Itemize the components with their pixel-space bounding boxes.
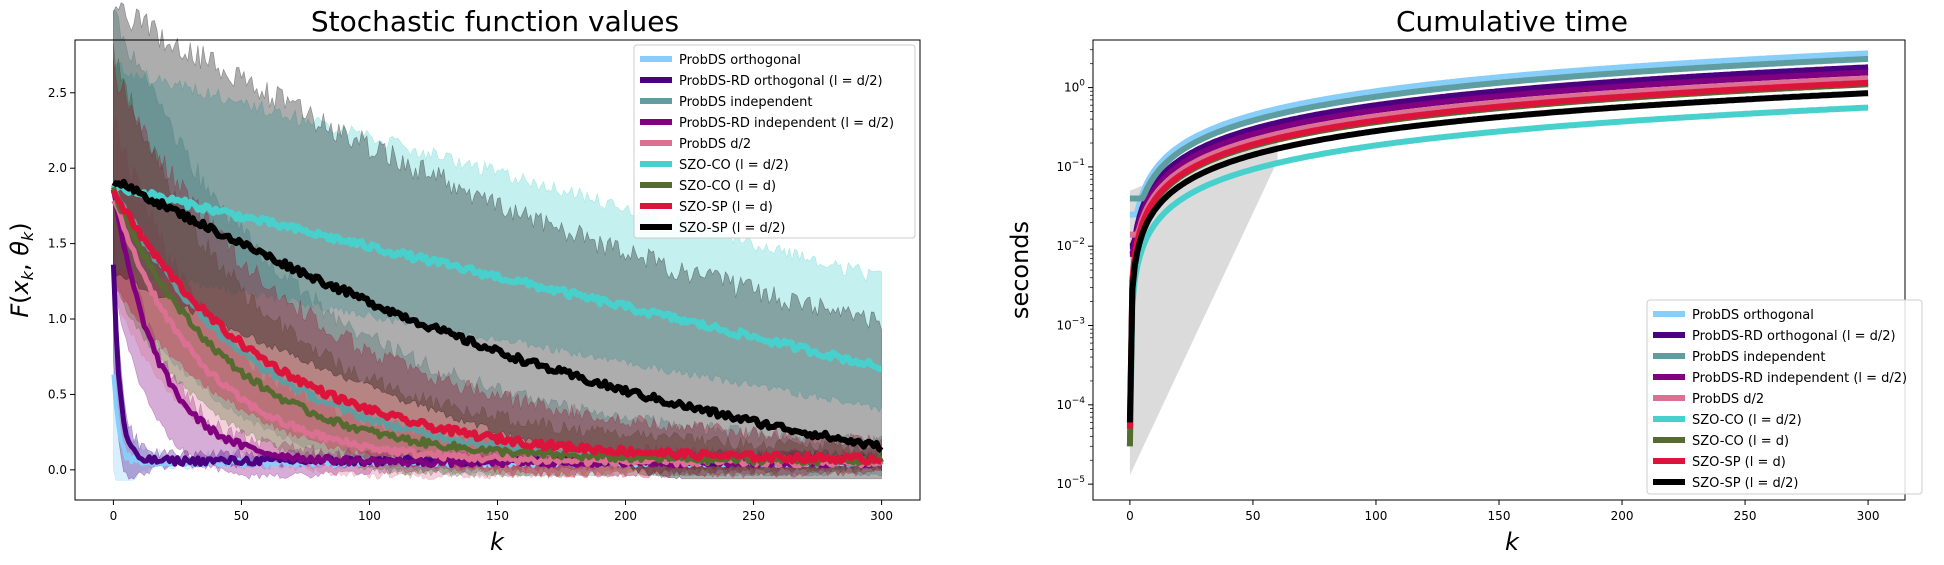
legend-label: SZO-SP (l = d) [679,200,773,215]
series-line-0 [1129,50,1869,218]
legend: ProbDS orthogonal ProbDS-RD orthogonal (l… [1646,299,1923,495]
x-tick-label: 300 [870,509,893,523]
y-tick-label: 0.0 [48,463,67,477]
x-axis-ticks: 0 50 100 150 200 250 300 [110,500,893,523]
legend-label: SZO-SP (l = d/2) [1692,476,1798,491]
y-tick-label: 10−2 [1056,237,1085,253]
legend-label: SZO-CO (l = d) [679,179,776,194]
series-line-3 [1129,69,1869,257]
series-line-6 [111,186,884,467]
legend-label: ProbDS-RD orthogonal (l = d/2) [1692,329,1896,344]
x-tick-label: 100 [358,509,381,523]
chart-title: Stochastic function values [311,5,679,38]
legend-label: ProbDS independent [679,95,812,110]
x-tick-label: 0 [110,509,118,523]
x-tick-label: 250 [1734,509,1757,523]
y-tick-label: 1.5 [48,237,67,251]
legend-label: ProbDS independent [1692,350,1825,365]
x-tick-label: 0 [1126,509,1134,523]
legend-label: SZO-CO (l = d) [1692,434,1789,449]
legend-label: ProbDS-RD independent (l = d/2) [679,116,894,131]
y-tick-label: 1.0 [48,312,67,326]
legend-label: ProbDS orthogonal [679,53,801,68]
x-axis-ticks: 0 50 100 150 200 250 300 [1126,500,1880,523]
y-axis-ticks: 10−5 10−4 10−3 10−2 10−1 100 [1056,49,1093,491]
legend-label: SZO-CO (l = d/2) [1692,413,1802,428]
legend: ProbDS orthogonal ProbDS-RD orthogonal (l… [633,44,916,239]
chart-title: Cumulative time [1396,5,1628,38]
y-tick-label: 10−1 [1056,158,1085,174]
x-tick-label: 300 [1857,509,1880,523]
chart-stochastic-function-values: Stochastic function values 0 50 100 150 200 2… [6,2,921,556]
x-tick-label: 100 [1365,509,1388,523]
x-tick-label: 50 [234,509,249,523]
x-tick-label: 200 [1611,509,1634,523]
x-tick-label: 150 [486,509,509,523]
x-tick-label: 200 [614,509,637,523]
legend-label: ProbDS d/2 [1692,392,1764,407]
y-tick-label: 10−3 [1056,317,1085,333]
legend-box [1646,299,1923,495]
y-axis-ticks: 0.0 0.5 1.0 1.5 2.0 2.5 [48,86,75,477]
band-3 [113,188,882,480]
y-axis-label: F(xk, θk) [6,222,37,317]
legend-box [633,44,916,239]
x-axis-label: k [490,528,505,556]
series-line-1 [1129,64,1869,250]
series-line-7 [1126,79,1869,429]
series-lines [1126,50,1869,476]
spread-band [1129,129,1278,476]
x-tick-label: 150 [1488,509,1511,523]
series-line-8 [1126,90,1869,423]
series-line-7 [110,189,883,466]
legend-label: ProbDS-RD independent (l = d/2) [1692,371,1907,386]
series-line-5 [1126,104,1869,447]
chart-cumulative-time: Cumulative time 0 50 100 150 200 250 300 10−51… [1006,5,1923,556]
x-tick-label: 50 [1245,509,1260,523]
series-lines [110,178,884,469]
legend-label: SZO-SP (l = d) [1692,455,1786,470]
band-5 [113,62,882,414]
band-6 [113,43,882,480]
legend-label: ProbDS orthogonal [1692,308,1814,323]
band-8 [113,2,882,480]
band-7 [113,59,882,479]
series-line-8 [111,178,884,454]
series-line-2 [1129,55,1869,202]
x-tick-label: 250 [742,509,765,523]
series-line-4 [1129,75,1869,238]
x-axis-label: k [1505,528,1520,556]
legend-label: SZO-SP (l = d/2) [679,221,785,236]
y-tick-label: 10−5 [1056,475,1085,491]
y-tick-label: 100 [1064,79,1085,95]
y-tick-label: 0.5 [48,387,67,401]
y-axis-label: seconds [1006,221,1034,319]
legend-label: ProbDS d/2 [679,137,751,152]
y-tick-label: 10−4 [1056,396,1085,412]
y-tick-label: 2.5 [48,86,67,100]
y-tick-label: 2.0 [48,161,67,175]
series-line-5 [110,182,882,372]
legend-label: ProbDS-RD orthogonal (l = d/2) [679,74,883,89]
legend-label: SZO-CO (l = d/2) [679,158,789,173]
confidence-bands [113,2,882,481]
